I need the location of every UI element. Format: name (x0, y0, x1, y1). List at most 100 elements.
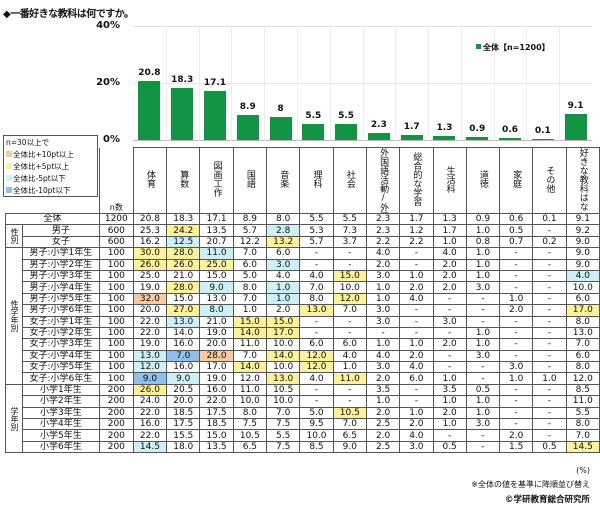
cell-value: 11.0 (332, 372, 367, 385)
n-value: 100 (98, 269, 134, 283)
key-title: n=30以上で (6, 138, 50, 147)
cell-value: 1.0 (465, 247, 501, 260)
bar-chart: 20.8 18.3 17.1 8.9 8 5.5 5.5 2.3 1.7 1.3 0.9 0.6 0.1… (133, 26, 592, 141)
cell-value: 21.0 (166, 269, 201, 283)
cell-value: - (532, 258, 567, 271)
table-row: 男子:小学2年生 100 26.0 26.0 25.0 6.0 3.0- -2.0-2.0 1.… (6, 258, 600, 271)
cell-value: 30.0 (132, 247, 168, 260)
cell-value: 1.0 (399, 338, 434, 351)
cell-value: - (399, 247, 434, 260)
table-row: 小学2年生 200 24.0 20.0 22.0 10.0 10.0- -1.0-1.0 1.0… (6, 395, 600, 408)
cell-value: 13.0 (266, 372, 301, 385)
cell-value: 15.0 (199, 429, 234, 442)
cell-value: 9.5 (299, 418, 334, 431)
cell-value: 1.0 (499, 292, 534, 306)
cell-value: 5.7 (299, 235, 334, 249)
bar-12 (531, 139, 554, 140)
n-value: 200 (98, 429, 134, 442)
bar-6 (335, 124, 358, 140)
cell-value: 20.0 (199, 338, 234, 351)
cell-value: 11.0 (232, 338, 268, 351)
bar-value-label: 8.9 (239, 101, 256, 112)
cell-value: 3.0 (365, 361, 401, 374)
cell-value: - (532, 281, 567, 294)
n-value: 100 (98, 326, 134, 340)
cell-value: - (299, 326, 334, 340)
n-value: 100 (98, 281, 134, 294)
row-group-label: 学年別 (5, 383, 23, 454)
cell-value: 1.0 (399, 406, 434, 420)
bar-value-label: 1.7 (403, 122, 420, 133)
cell-value: 12.0 (565, 372, 600, 385)
legend-label: 全体【n=1200】 (483, 43, 550, 52)
cell-value: 10.0 (565, 281, 600, 294)
cell-value: 15.5 (166, 429, 201, 442)
cell-value: 15.0 (266, 315, 301, 328)
cell-value: 2.0 (432, 258, 467, 271)
cell-value: 3.0 (432, 315, 467, 328)
cell-value: 17.5 (166, 418, 201, 431)
cell-value: 1.0 (499, 372, 534, 385)
cell-value: - (499, 418, 534, 431)
n-value: 200 (98, 406, 134, 420)
cell-value: 7.0 (232, 292, 268, 306)
bar-10 (466, 137, 489, 140)
cell-value: 4.0 (266, 269, 301, 283)
y-tick-0: 0% (103, 134, 120, 145)
n-value: 100 (98, 349, 134, 363)
table-row: 女子:小学6年生 100 9.0 9.0 19.0 12.0 13.0 4.0 11.0 2.0 6… (6, 372, 600, 385)
cell-value: 9.0 (132, 372, 168, 385)
cell-value: 5.5 (565, 406, 600, 420)
cell-value: 12.2 (232, 235, 268, 249)
cell-value: 3.0 (365, 269, 401, 283)
row-label: 小学4年生 (21, 418, 100, 431)
cell-value: 5.5 (332, 212, 367, 226)
n-value: 100 (98, 292, 134, 306)
bar-4 (269, 117, 292, 140)
vertical-gridline (526, 26, 528, 141)
cell-value: 8.9 (232, 212, 268, 226)
cell-value: 1.0 (465, 269, 501, 283)
cell-value: 4.0 (432, 247, 467, 260)
cell-value: 17.1 (199, 212, 234, 226)
cell-value: 0.6 (499, 212, 534, 226)
cell-value: - (465, 429, 501, 442)
table-row: 女子 600 16.2 12.5 20.7 12.2 13.2 5.7 3.7 2.2 2.2 1.0… (6, 235, 600, 249)
y-tick-20: 20% (96, 77, 120, 88)
cell-value: 5.7 (232, 224, 268, 237)
column-header: 総合的な学習 (411, 152, 422, 206)
cell-value: 1.0 (532, 372, 567, 385)
cell-value: - (532, 304, 567, 317)
page-title: ◆一番好きな教科は何ですか。 (3, 9, 134, 20)
cell-value: - (432, 326, 467, 340)
cell-value: 12.0 (299, 361, 334, 374)
cell-value: 2.0 (365, 406, 401, 420)
cell-value: - (499, 258, 534, 271)
cell-value: 13.0 (166, 315, 201, 328)
cell-value: - (465, 361, 501, 374)
row-label: 小学6年生 (21, 440, 100, 454)
vertical-gridline (198, 26, 200, 141)
n-value: 100 (98, 361, 134, 374)
cell-value: 18.0 (166, 440, 201, 454)
cell-value: 4.0 (332, 349, 367, 363)
n-value: 200 (98, 395, 134, 408)
cell-value: 3.7 (332, 235, 367, 249)
cell-value: - (432, 304, 467, 317)
cell-value: 5.5 (266, 429, 301, 442)
cell-value: 1.0 (465, 395, 501, 408)
cell-value: - (532, 338, 567, 351)
cell-value: 7.5 (232, 418, 268, 431)
cell-value: 14.0 (266, 349, 301, 363)
cell-value: 7.0 (332, 418, 367, 431)
cell-value: 9.0 (565, 258, 600, 271)
row-label: 男子:小学3年生 (21, 269, 100, 283)
cell-value: 1.0 (365, 292, 401, 306)
cell-value: 6.5 (232, 440, 268, 454)
row-group-label: 性別 (5, 224, 23, 249)
cell-value: - (532, 395, 567, 408)
cell-value: 3.5 (432, 383, 467, 397)
table-row: 女子:小学2年生 100 22.0 14.0 19.0 14.0 17.0- - - - -1.0-… (6, 326, 600, 340)
cell-value: - (465, 372, 501, 385)
row-label: 女子:小学1年生 (21, 315, 100, 328)
